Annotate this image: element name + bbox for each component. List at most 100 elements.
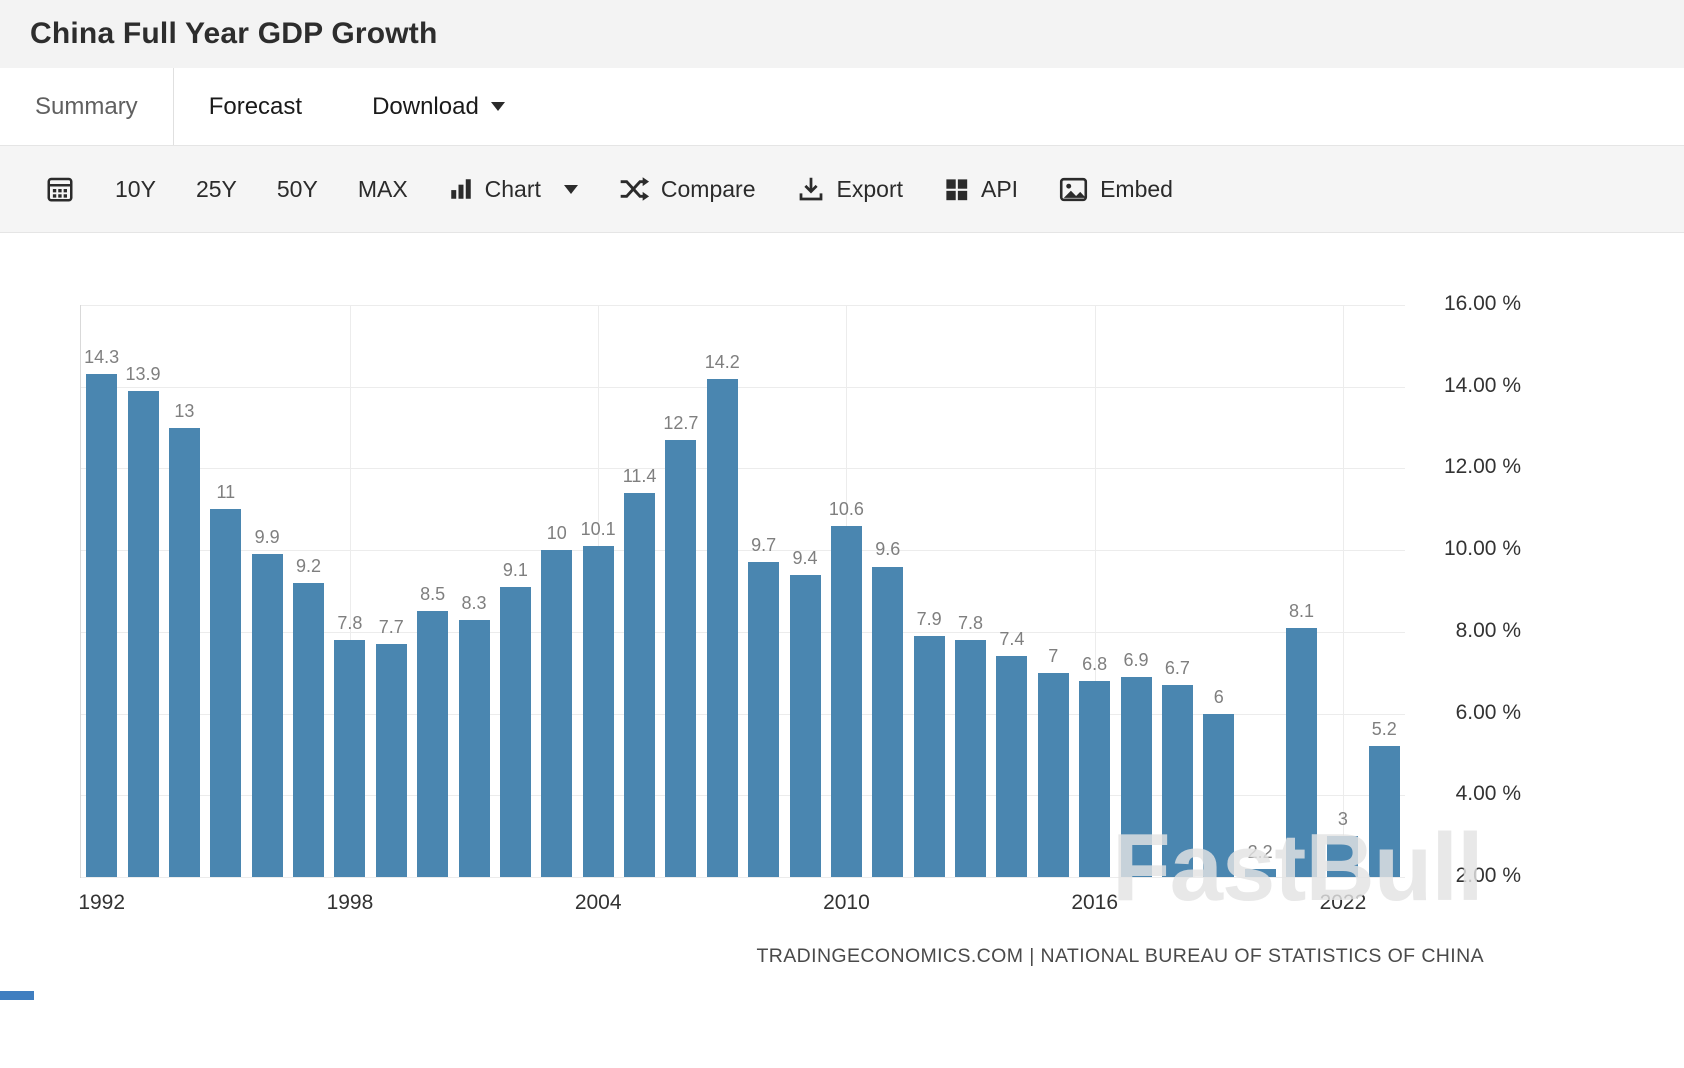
- gridline: [81, 305, 1405, 306]
- range-25y-label: 25Y: [195, 175, 237, 202]
- bar[interactable]: [210, 509, 242, 877]
- gridline: [349, 305, 351, 877]
- embed-label: Embed: [1100, 175, 1173, 202]
- bar[interactable]: [334, 640, 366, 877]
- gridline: [81, 386, 1405, 388]
- tab-download-label: Download: [372, 92, 479, 120]
- bar[interactable]: [1368, 746, 1400, 877]
- y-axis-label: 2.00 %: [1455, 864, 1521, 887]
- bar-value-label: 7.4: [999, 629, 1025, 650]
- bar[interactable]: [1327, 836, 1359, 877]
- bar-value-label: 9.7: [751, 535, 777, 556]
- bar-value-label: 9.4: [792, 547, 818, 568]
- x-axis-label: 2016: [1071, 891, 1119, 914]
- x-axis-label: 1992: [78, 891, 126, 914]
- bar-value-label: 11.4: [622, 465, 657, 486]
- tab-summary[interactable]: Summary: [0, 68, 174, 145]
- gridline: [81, 550, 1405, 552]
- bar-value-label: 9.6: [875, 539, 901, 560]
- bar-value-label: 10: [546, 523, 567, 544]
- attribution: TRADINGECONOMICS.COM | NATIONAL BUREAU O…: [756, 945, 1484, 967]
- y-axis-label: 10.00 %: [1443, 537, 1521, 561]
- bar[interactable]: [996, 656, 1028, 877]
- bar[interactable]: [665, 439, 697, 877]
- bar[interactable]: [499, 586, 531, 877]
- gridline: [1094, 305, 1096, 877]
- x-axis-label: 2010: [823, 891, 870, 914]
- bar[interactable]: [624, 492, 656, 877]
- gridline: [1342, 305, 1344, 877]
- tab-download[interactable]: Download: [337, 68, 540, 145]
- x-axis-label: 1998: [326, 891, 374, 914]
- compare-button[interactable]: Compare: [618, 173, 756, 205]
- x-axis-label: 2022: [1319, 891, 1367, 914]
- range-max-label: MAX: [357, 175, 408, 202]
- bar-value-label: 3: [1337, 809, 1348, 830]
- bar[interactable]: [706, 378, 738, 877]
- toolbar: 10Y 25Y 50Y MAX Chart Compare Export: [0, 145, 1684, 233]
- bar[interactable]: [582, 546, 614, 877]
- tab-forecast[interactable]: Forecast: [173, 68, 338, 145]
- range-50y-button[interactable]: 50Y: [277, 176, 318, 203]
- bar-value-label: 9.2: [296, 555, 322, 576]
- bar[interactable]: [872, 566, 904, 877]
- calendar-button[interactable]: [45, 174, 75, 204]
- bar-value-label: 9.9: [254, 527, 280, 548]
- bar[interactable]: [375, 644, 407, 877]
- x-axis-label: 2004: [574, 891, 622, 914]
- y-axis-label: 4.00 %: [1455, 782, 1521, 806]
- bar-value-label: 11: [216, 482, 236, 503]
- bar-value-label: 14.2: [704, 351, 740, 372]
- chart-type-button[interactable]: Chart: [448, 176, 578, 203]
- bar[interactable]: [955, 640, 987, 877]
- bar-value-label: 7.7: [378, 617, 404, 638]
- bar[interactable]: [293, 582, 325, 877]
- bar[interactable]: [1079, 680, 1111, 877]
- bar[interactable]: [830, 525, 862, 877]
- bar-value-label: 7: [1048, 645, 1059, 666]
- api-button[interactable]: API: [943, 176, 1018, 203]
- bar[interactable]: [251, 554, 283, 877]
- bar[interactable]: [913, 635, 945, 877]
- bar[interactable]: [417, 611, 449, 877]
- bar[interactable]: [458, 619, 490, 877]
- bar[interactable]: [1203, 713, 1235, 877]
- bar[interactable]: [1286, 627, 1318, 877]
- embed-image-icon: [1058, 174, 1089, 205]
- bar-value-label: 5.2: [1371, 719, 1397, 740]
- compare-label: Compare: [660, 175, 756, 202]
- gridline: [81, 877, 1405, 878]
- bar-value-label: 8.1: [1289, 600, 1315, 621]
- range-10y-label: 10Y: [115, 175, 156, 202]
- bar-value-label: 14.3: [84, 347, 120, 368]
- page-title: China Full Year GDP Growth: [30, 17, 438, 50]
- bar[interactable]: [541, 550, 573, 877]
- bar[interactable]: [127, 390, 159, 877]
- range-max-button[interactable]: MAX: [358, 176, 408, 203]
- download-export-icon: [796, 174, 826, 204]
- export-button[interactable]: Export: [796, 174, 903, 204]
- y-axis-label: 6.00 %: [1455, 700, 1521, 724]
- range-10y-button[interactable]: 10Y: [115, 176, 156, 203]
- gridline: [81, 468, 1405, 470]
- bar[interactable]: [789, 574, 821, 877]
- gridline: [81, 795, 1405, 797]
- gridline: [81, 631, 1405, 633]
- chart: 16.00 % 14.00 % 12.00 % 10.00 % 8.00 % 6.00 %…: [0, 233, 1684, 1068]
- bar[interactable]: [1244, 868, 1276, 877]
- partial-blue-element: [0, 991, 34, 1000]
- bar-value-label: 6.8: [1082, 653, 1108, 674]
- bar[interactable]: [168, 427, 200, 877]
- bar[interactable]: [86, 374, 118, 877]
- bar[interactable]: [1161, 684, 1193, 877]
- bar[interactable]: [1037, 672, 1069, 877]
- bar[interactable]: [748, 562, 780, 877]
- bar[interactable]: [1120, 676, 1152, 877]
- api-grid-icon: [943, 176, 970, 203]
- range-25y-button[interactable]: 25Y: [196, 176, 237, 203]
- bar-value-label: 6: [1213, 686, 1224, 707]
- bar-value-label: 8.5: [420, 584, 446, 605]
- bar-value-label: 12.7: [663, 412, 699, 433]
- embed-button[interactable]: Embed: [1058, 174, 1173, 205]
- calendar-icon: [45, 174, 75, 204]
